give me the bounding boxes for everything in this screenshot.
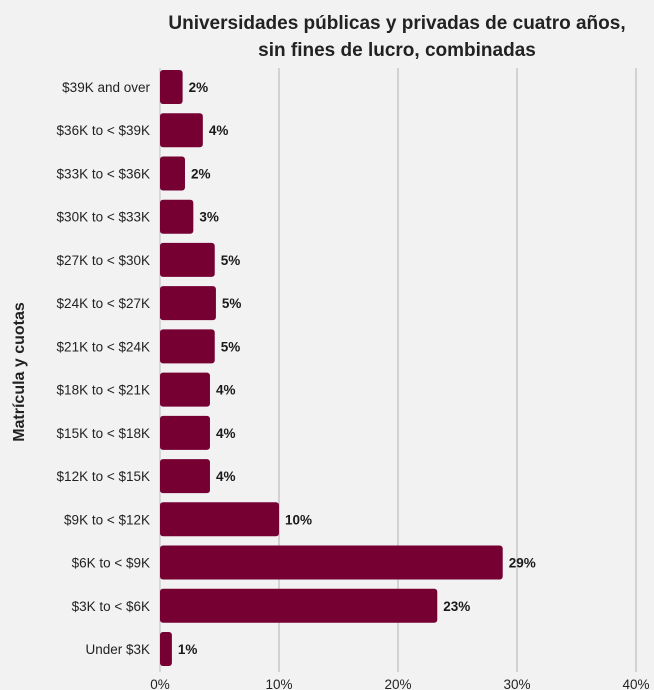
category-label: $18K to < $21K bbox=[57, 383, 150, 398]
category-label: Under $3K bbox=[85, 642, 150, 657]
chart-title-line-1: Universidades públicas y privadas de cua… bbox=[168, 13, 625, 34]
data-label: 4% bbox=[216, 469, 236, 484]
bar bbox=[160, 242, 215, 277]
bar bbox=[160, 632, 172, 666]
x-tick-label: 0% bbox=[150, 677, 170, 690]
bar bbox=[160, 415, 210, 450]
bar bbox=[160, 113, 203, 148]
category-labels: $39K and over $36K to < $39K $33K to < $36… bbox=[57, 80, 151, 657]
data-label: 1% bbox=[178, 642, 198, 657]
bar bbox=[160, 286, 216, 321]
bar bbox=[160, 588, 438, 623]
data-label: 29% bbox=[509, 556, 536, 571]
bar bbox=[160, 459, 210, 494]
category-label: $3K to < $6K bbox=[72, 599, 150, 614]
category-label: $15K to < $18K bbox=[57, 426, 150, 441]
x-tick-label: 30% bbox=[503, 677, 530, 690]
data-label: 5% bbox=[221, 253, 241, 268]
category-label: $21K to < $24K bbox=[57, 339, 150, 354]
data-label: 4% bbox=[216, 383, 236, 398]
x-tick-labels: 0% 10% 20% 30% 40% bbox=[150, 677, 649, 690]
category-label: $6K to < $9K bbox=[72, 556, 150, 571]
category-label: $36K to < $39K bbox=[57, 123, 150, 138]
grid-lines bbox=[159, 68, 637, 672]
bar bbox=[160, 329, 215, 364]
bar bbox=[160, 199, 194, 234]
bar bbox=[160, 372, 210, 407]
category-label: $12K to < $15K bbox=[57, 469, 150, 484]
data-label: 5% bbox=[221, 339, 241, 354]
category-label: $9K to < $12K bbox=[64, 512, 150, 527]
data-label: 4% bbox=[216, 426, 236, 441]
category-label: $24K to < $27K bbox=[57, 296, 150, 311]
data-labels: 2% 4% 2% 3% 5% 5% 5% 4% 4% 4% 10% 29% 23% 1% bbox=[178, 80, 536, 657]
category-label: $33K to < $36K bbox=[57, 166, 150, 181]
category-label: $39K and over bbox=[62, 80, 150, 95]
data-label: 2% bbox=[191, 166, 211, 181]
category-label: $30K to < $33K bbox=[57, 210, 150, 225]
bar bbox=[160, 70, 183, 104]
data-label: 10% bbox=[285, 512, 312, 527]
y-axis-label: Matrícula y cuotas bbox=[11, 302, 28, 442]
bar bbox=[160, 156, 185, 191]
data-label: 2% bbox=[189, 80, 209, 95]
data-label: 3% bbox=[199, 210, 219, 225]
bars bbox=[160, 70, 503, 666]
bar bbox=[160, 545, 503, 580]
x-tick-label: 10% bbox=[265, 677, 292, 690]
category-label: $27K to < $30K bbox=[57, 253, 150, 268]
data-label: 23% bbox=[443, 599, 470, 614]
chart-title-line-2: sin fines de lucro, combinadas bbox=[258, 40, 536, 61]
x-tick-label: 20% bbox=[384, 677, 411, 690]
data-label: 5% bbox=[222, 296, 242, 311]
x-tick-label: 40% bbox=[622, 677, 649, 690]
bar bbox=[160, 502, 279, 537]
data-label: 4% bbox=[209, 123, 229, 138]
